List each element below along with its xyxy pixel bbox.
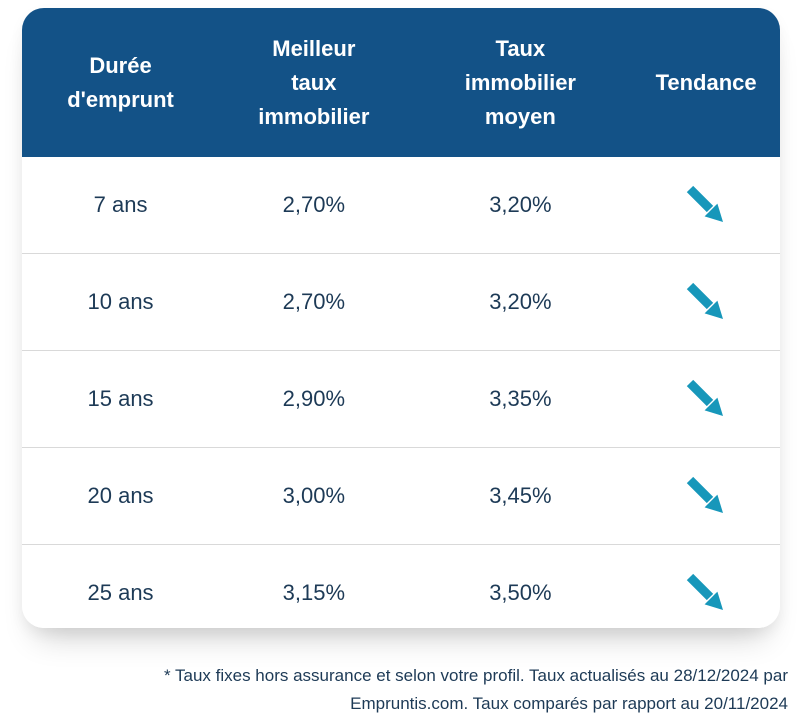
table-header: Durée d'emprunt Meilleur taux immobilier… bbox=[22, 8, 780, 157]
table-row: 10 ans 2,70% 3,20% bbox=[22, 253, 780, 351]
best-rate-cell: 3,15% bbox=[219, 544, 409, 628]
best-rate-cell: 2,70% bbox=[219, 157, 409, 254]
trend-cell bbox=[632, 350, 780, 448]
average-rate-cell: 3,45% bbox=[408, 447, 633, 545]
table-body: 7 ans 2,70% 3,20% 10 ans 2,70% 3,20% bbox=[22, 157, 780, 628]
trend-cell bbox=[632, 447, 780, 545]
best-rate-cell: 2,90% bbox=[219, 350, 409, 448]
column-header-average-rate: Taux immobilier moyen bbox=[408, 8, 633, 157]
duration-cell: 10 ans bbox=[22, 253, 220, 351]
rates-footnote: * Taux fixes hors assurance et selon vot… bbox=[22, 662, 788, 718]
column-header-duration: Durée d'emprunt bbox=[22, 8, 220, 157]
trend-down-arrow-icon bbox=[686, 379, 724, 416]
trend-cell bbox=[632, 157, 780, 254]
duration-cell: 20 ans bbox=[22, 447, 220, 545]
trend-cell bbox=[632, 253, 780, 351]
average-rate-cell: 3,50% bbox=[408, 544, 633, 628]
trend-down-arrow-icon bbox=[686, 476, 724, 513]
trend-down-arrow-icon bbox=[686, 185, 724, 222]
best-rate-cell: 3,00% bbox=[219, 447, 409, 545]
duration-cell: 7 ans bbox=[22, 157, 220, 254]
duration-cell: 25 ans bbox=[22, 544, 220, 628]
footnote-line-1: * Taux fixes hors assurance et selon vot… bbox=[163, 666, 788, 685]
table-row: 15 ans 2,90% 3,35% bbox=[22, 350, 780, 448]
column-header-best-rate: Meilleur taux immobilier bbox=[219, 8, 409, 157]
average-rate-cell: 3,35% bbox=[408, 350, 633, 448]
table-row: 25 ans 3,15% 3,50% bbox=[22, 544, 780, 628]
average-rate-cell: 3,20% bbox=[408, 157, 633, 254]
footnote-line-2: Empruntis.com. Taux comparés par rapport… bbox=[350, 694, 788, 713]
table-row: 7 ans 2,70% 3,20% bbox=[22, 157, 780, 254]
column-header-trend: Tendance bbox=[632, 8, 780, 157]
average-rate-cell: 3,20% bbox=[408, 253, 633, 351]
trend-down-arrow-icon bbox=[686, 573, 724, 610]
trend-down-arrow-icon bbox=[686, 282, 724, 319]
trend-cell bbox=[632, 544, 780, 628]
mortgage-rate-card: Durée d'emprunt Meilleur taux immobilier… bbox=[22, 8, 780, 628]
mortgage-rate-table: Durée d'emprunt Meilleur taux immobilier… bbox=[22, 8, 780, 628]
best-rate-cell: 2,70% bbox=[219, 253, 409, 351]
table-row: 20 ans 3,00% 3,45% bbox=[22, 447, 780, 545]
duration-cell: 15 ans bbox=[22, 350, 220, 448]
